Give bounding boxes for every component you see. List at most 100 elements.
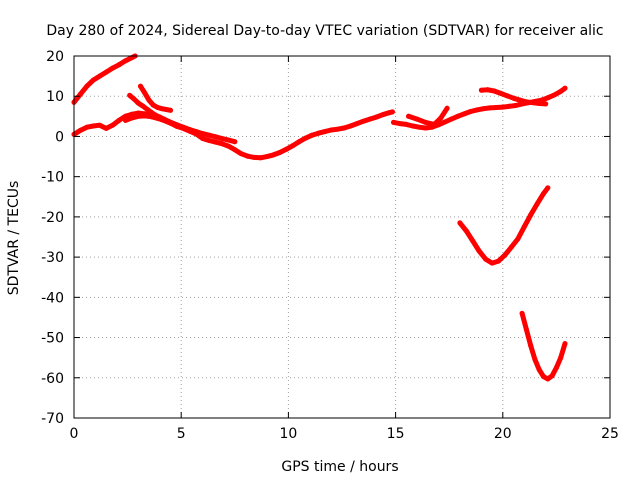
- data-point: [423, 125, 429, 131]
- data-point: [528, 212, 534, 218]
- data-point: [532, 357, 538, 363]
- data-point: [496, 258, 501, 264]
- data-point: [513, 103, 519, 108]
- plot-frame: [73, 55, 611, 419]
- data-point: [157, 114, 163, 120]
- data-point: [127, 92, 133, 98]
- y-tick-label: -50: [41, 331, 64, 347]
- data-point: [500, 104, 506, 110]
- data-point: [481, 106, 486, 112]
- data-point: [283, 146, 289, 152]
- y-tick-label: -10: [41, 170, 64, 186]
- data-point: [225, 143, 231, 149]
- data-point: [322, 129, 328, 135]
- data-point: [328, 127, 334, 133]
- data-point: [491, 88, 497, 94]
- data-point: [110, 122, 116, 128]
- data-point: [168, 107, 173, 113]
- series-1: [71, 109, 395, 161]
- data-point: [558, 88, 564, 94]
- data-point: [517, 97, 523, 103]
- x-tick-label: 10: [279, 426, 297, 442]
- data-point: [315, 130, 321, 136]
- data-point: [232, 147, 238, 153]
- data-point: [474, 107, 480, 113]
- data-point: [116, 117, 122, 123]
- data-point: [290, 143, 296, 149]
- y-tick-label: 0: [55, 129, 64, 145]
- data-point: [77, 91, 83, 97]
- series-7: [478, 87, 549, 107]
- data-point: [536, 101, 542, 106]
- data-point: [470, 238, 476, 244]
- data-point: [476, 248, 482, 254]
- series-0: [71, 53, 138, 105]
- data-point: [116, 62, 122, 68]
- data-point: [373, 114, 379, 120]
- data-point: [511, 95, 516, 101]
- y-tick-label: -20: [41, 210, 64, 226]
- data-point: [144, 106, 150, 112]
- data-point: [406, 113, 411, 119]
- data-point: [442, 119, 448, 125]
- series-line: [391, 85, 568, 131]
- data-point: [397, 121, 403, 127]
- data-point: [468, 109, 474, 114]
- data-point: [493, 105, 499, 110]
- data-point: [360, 118, 366, 124]
- data-point: [161, 116, 167, 122]
- chart-title: Day 280 of 2024, Sidereal Day-to-day VTE…: [46, 23, 603, 39]
- data-point: [193, 129, 199, 135]
- data-point: [536, 367, 542, 373]
- data-point: [502, 252, 508, 258]
- data-point: [155, 105, 161, 110]
- data-point: [200, 136, 206, 141]
- series-3: [127, 92, 188, 132]
- data-point: [296, 139, 302, 145]
- data-point: [423, 119, 429, 125]
- data-point: [523, 99, 529, 105]
- data-point: [138, 83, 143, 89]
- data-point: [303, 135, 309, 141]
- data-point: [123, 117, 128, 123]
- data-point: [545, 95, 551, 101]
- series-4: [138, 83, 173, 113]
- data-point: [97, 73, 103, 79]
- data-point: [219, 136, 225, 141]
- data-point: [84, 124, 90, 130]
- x-tick-label: 5: [177, 426, 186, 442]
- grid-lines: [74, 56, 610, 418]
- data-point: [341, 125, 347, 131]
- data-point: [183, 126, 188, 132]
- data-point: [551, 92, 557, 98]
- data-point: [90, 123, 96, 129]
- data-point: [457, 220, 463, 226]
- series-8: [457, 185, 551, 266]
- data-point: [545, 185, 551, 191]
- data-point: [97, 122, 103, 128]
- data-point: [135, 100, 141, 106]
- x-tick-label: 25: [601, 426, 619, 442]
- data-point: [463, 228, 469, 234]
- data-point: [206, 132, 212, 138]
- data-point: [389, 109, 395, 115]
- series-6: [406, 105, 450, 127]
- data-point: [123, 58, 128, 64]
- data-point: [140, 103, 146, 109]
- series-9: [519, 310, 568, 382]
- data-point: [245, 153, 251, 159]
- data-point: [90, 77, 96, 83]
- data-point: [414, 116, 420, 122]
- data-point: [238, 151, 244, 157]
- data-point: [534, 201, 540, 207]
- data-point: [478, 87, 484, 93]
- data-point: [487, 105, 493, 111]
- data-point: [403, 121, 409, 127]
- data-point: [146, 97, 152, 103]
- data-point: [251, 154, 257, 160]
- data-point: [213, 134, 218, 140]
- data-point: [528, 343, 534, 349]
- data-point: [163, 107, 169, 112]
- data-point: [142, 113, 148, 119]
